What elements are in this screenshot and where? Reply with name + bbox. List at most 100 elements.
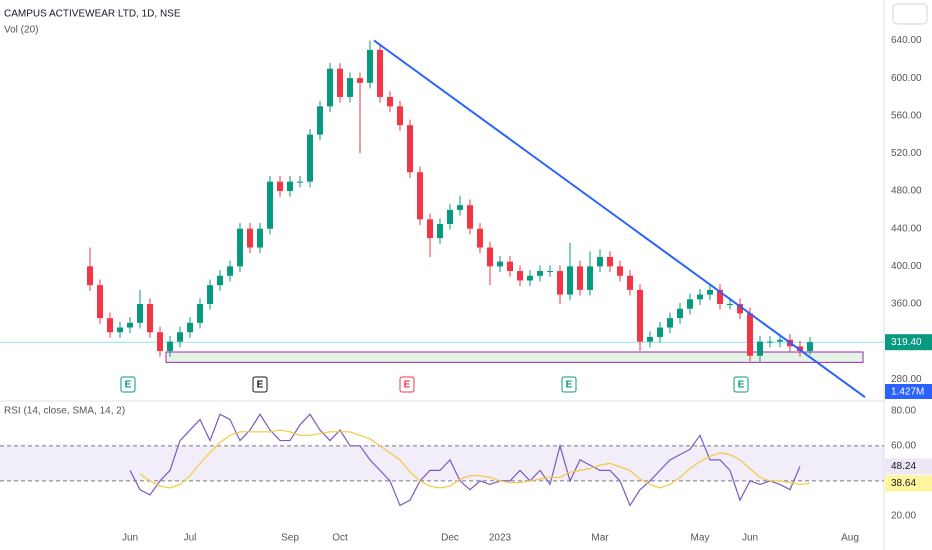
candle-body [617,266,623,276]
volume-badge-label: 1.427M [891,387,924,398]
candle-body [737,304,743,314]
candle-body [127,322,133,328]
candle-body [107,318,113,333]
y-tick-label: 360.00 [891,299,922,310]
x-tick-label: Aug [841,533,859,544]
price-badge-label: 319.40 [891,337,922,348]
candle-body [197,304,203,323]
candle-body [437,224,443,239]
x-tick-label: Sep [281,533,299,544]
event-label: E [738,380,745,391]
candle-body [137,304,143,323]
candle-body [167,341,173,352]
candle-body [797,346,803,352]
volume-badge [885,384,932,399]
candle-body [747,313,753,356]
trend-line [373,39,866,398]
price-badge [885,334,932,351]
event-label: E [257,380,264,391]
candle-body [427,219,433,239]
candle-body [627,275,633,290]
event-label: E [404,380,411,391]
rsi-badge [885,475,932,492]
candle-body [237,228,243,267]
candle-body [657,327,663,337]
candle-body [247,228,253,248]
candle-body [117,327,123,333]
rsi-line [129,413,801,507]
indicator-title: RSI (14, close, SMA, 14, 2) [4,406,125,417]
candle-body [637,289,643,342]
rsi-band [0,445,884,481]
event-marker [399,376,415,393]
x-tick-label: Jul [184,533,197,544]
rsi-line [139,429,811,489]
candle-body [497,261,503,267]
candle-body [487,247,493,267]
x-tick-label: Jun [122,533,138,544]
support-zone [165,351,864,363]
candle-body [207,285,213,304]
candle-body [527,275,533,281]
candle-body [547,271,553,273]
chart-title: CAMPUS ACTIVEWEAR LTD, 1D, NSE [4,9,181,20]
candle-body [777,339,783,342]
candle-body [307,134,313,182]
y-tick-label: 440.00 [891,223,922,234]
x-tick-label: 2023 [489,533,512,544]
candle-body [537,271,543,276]
x-tick-label: Oct [332,533,348,544]
event-marker [561,376,577,393]
candle-body [367,49,373,83]
candle-body [727,304,733,305]
rsi-badge [885,458,932,475]
event-marker [120,376,136,393]
candle-body [147,304,153,333]
y-tick-label: 280.00 [891,374,922,385]
candle-body [807,342,813,352]
candle-body [287,181,293,192]
candle-body [187,322,193,333]
rsi-badge-label: 38.64 [891,478,916,489]
candle-body [467,205,473,229]
x-tick-label: May [691,533,710,544]
candle-body [687,299,693,309]
candle-body [157,332,163,352]
candle-body [347,78,353,97]
candle-body [607,256,613,267]
candle-body [597,256,603,267]
candle-body [757,341,763,356]
candle-body [337,68,343,97]
candle-body [177,332,183,342]
candle-body [447,209,453,224]
settings-button[interactable] [892,3,928,25]
candle-body [377,49,383,97]
y-tick-label: 400.00 [891,261,922,272]
candle-body [647,336,653,342]
rsi-badge-label: 48.24 [891,461,916,472]
candle-body [697,294,703,300]
y-tick-label: 520.00 [891,148,922,159]
rsi-tick-label: 20.00 [891,511,916,522]
candle-body [397,106,403,126]
event-marker [733,376,749,393]
candle-body [217,275,223,286]
candle-body [507,261,513,272]
y-tick-label: 480.00 [891,186,922,197]
candle-body [87,266,93,286]
y-tick-label: 560.00 [891,110,922,121]
candle-body [567,266,573,295]
candle-body [577,266,583,290]
candle-body [317,106,323,135]
candle-body [387,96,393,107]
event-label: E [566,380,573,391]
candle-body [587,266,593,290]
candle-body [677,308,683,319]
x-tick-label: Dec [441,533,459,544]
x-tick-label: Mar [591,533,609,544]
event-marker [252,376,268,393]
candle-body [407,125,413,173]
candle-body [477,228,483,248]
candle-body [97,285,103,319]
